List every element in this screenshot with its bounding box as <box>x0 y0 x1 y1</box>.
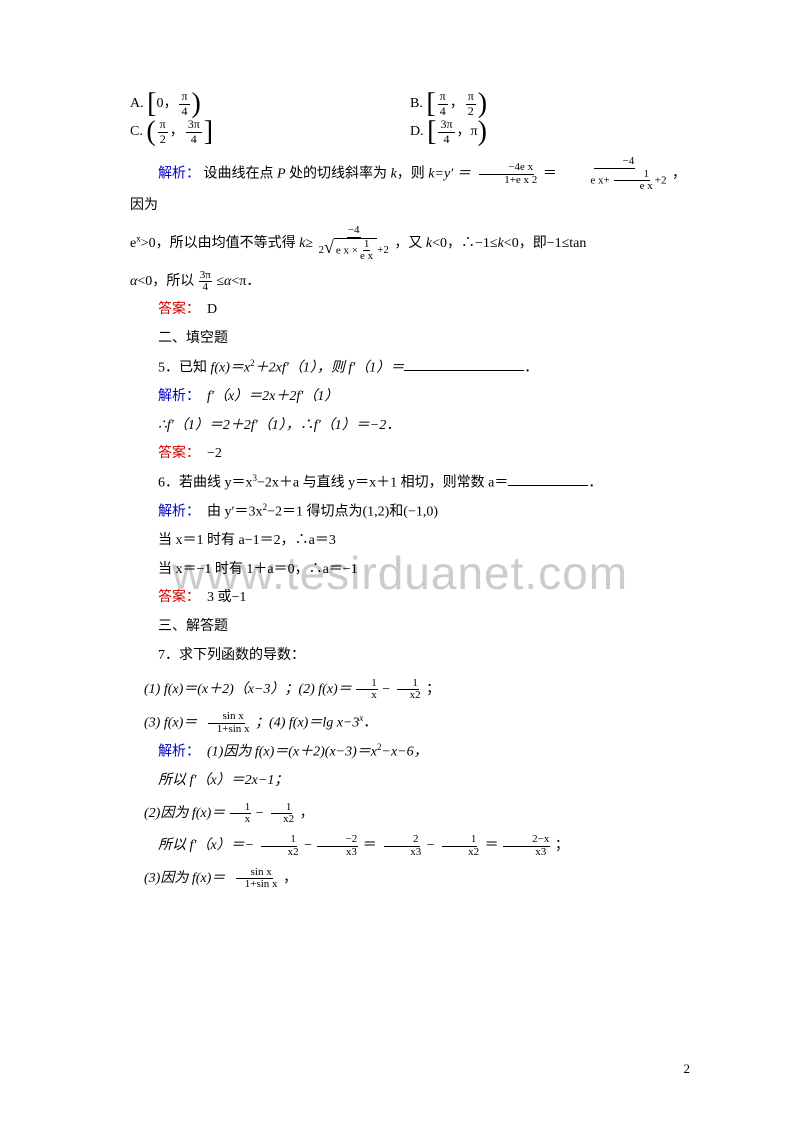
page-content: A. [ 0， π4 ) B. [ π4， π2 ) C. ( π2， 3π4 … <box>130 90 690 893</box>
answer-6: 答案： 3 或−1 <box>130 585 690 612</box>
options-row-2: C. ( π2， 3π4 ] D. [ 3π4， π ) <box>130 118 690 146</box>
section-3-title: 三、解答题 <box>130 614 690 641</box>
solution-line-3: α<0，所以 3π4 ≤α<π． <box>130 269 690 296</box>
analysis-label: 解析： <box>158 505 200 520</box>
solution-6-line-3: 当 x＝−1 时有 1＋a＝0，∴a＝−1 <box>130 557 690 584</box>
page-number: 2 <box>684 1057 691 1082</box>
analysis-label: 解析： <box>158 745 200 760</box>
option-A: A. [ 0， π4 ) <box>130 90 410 118</box>
solution-7-line-3: (2)因为 f(x)＝ 1x − 1x2 ， <box>130 801 690 828</box>
analysis-label: 解析： <box>158 389 200 404</box>
solution-6-line-1: 解析： 由 y′＝3x2−2＝1 得切点为(1,2)和(−1,0) <box>130 499 690 526</box>
solution-5-line-2: ∴f′（1）＝2＋2f′（1），∴f′（1）＝−2． <box>130 413 690 440</box>
section-2-title: 二、填空题 <box>130 326 690 353</box>
option-D: D. [ 3π4， π ) <box>410 118 690 146</box>
solution-line-2: ex>0，所以由均值不等式得 k≥ −4 2√e x ×1e x+2 ，又 k<… <box>130 225 690 263</box>
solution-7-line-1: 解析： (1)因为 f(x)＝(x＋2)(x−3)＝x2−x−6， <box>130 739 690 766</box>
question-6: 6．若曲线 y＝x3−2x＋a 与直线 y＝x＋1 相切，则常数 a＝． <box>130 470 690 497</box>
question-7-part-1-2: (1) f(x)＝(x＋2)（x−3）；(2) f(x)＝ 1x − 1x2 ； <box>130 677 690 704</box>
answer-label: 答案： <box>158 590 200 605</box>
solution-line-1: 解析： 设曲线在点 P 处的切线斜率为 k，则 k=y′ ＝ −4e x1+e … <box>130 156 690 219</box>
analysis-label: 解析： <box>158 167 200 182</box>
solution-5-line-1: 解析： f′（x）＝2x＋2f′（1） <box>130 384 690 411</box>
solution-6-line-2: 当 x＝1 时有 a−1＝2，∴a＝3 <box>130 528 690 555</box>
answer-label: 答案： <box>158 446 200 461</box>
answer-5: 答案： −2 <box>130 441 690 468</box>
answer-1: 答案： D <box>130 297 690 324</box>
question-5: 5．已知 f(x)＝x2＋2xf′（1），则 f′（1）＝． <box>130 355 690 382</box>
option-C: C. ( π2， 3π4 ] <box>130 118 410 146</box>
solution-7-line-2: 所以 f′（x）＝2x−1； <box>130 768 690 795</box>
solution-7-line-4: 所以 f′（x）＝− 1x2 − −2x3 ＝ 2x3 − 1x2 ＝ 2−xx… <box>130 833 690 860</box>
question-7-part-3-4: (3) f(x)＝ sin x1+sin x ；(4) f(x)＝lg x−3x… <box>130 710 690 737</box>
options-row-1: A. [ 0， π4 ) B. [ π4， π2 ) <box>130 90 690 118</box>
question-7-title: 7．求下列函数的导数： <box>130 643 690 670</box>
answer-label: 答案： <box>158 302 200 317</box>
solution-7-line-5: (3)因为 f(x)＝ sin x1+sin x ， <box>130 866 690 893</box>
option-B: B. [ π4， π2 ) <box>410 90 690 118</box>
